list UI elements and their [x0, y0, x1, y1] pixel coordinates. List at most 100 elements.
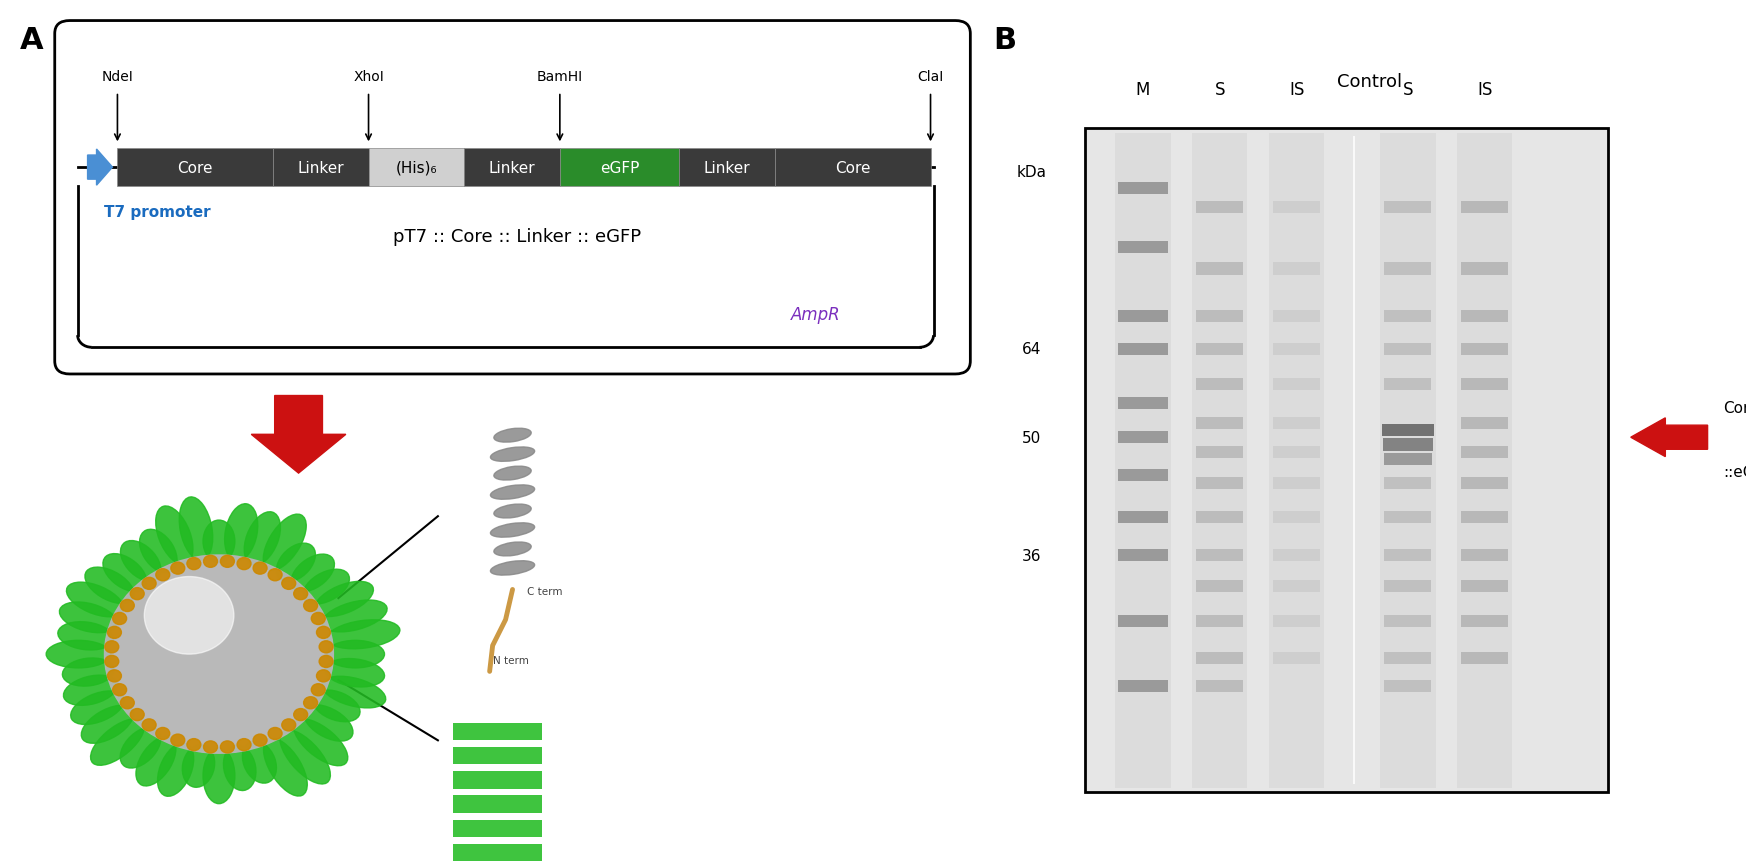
Bar: [117, 148, 272, 187]
Ellipse shape: [321, 600, 388, 632]
FancyArrow shape: [87, 150, 112, 186]
Bar: [1385, 379, 1432, 391]
Bar: [1461, 511, 1509, 523]
Circle shape: [293, 709, 307, 721]
Circle shape: [187, 739, 201, 751]
FancyArrow shape: [251, 396, 346, 474]
FancyArrow shape: [1631, 418, 1708, 457]
Bar: [1196, 344, 1243, 356]
Ellipse shape: [155, 506, 194, 565]
Ellipse shape: [63, 675, 117, 705]
Ellipse shape: [58, 622, 113, 650]
Ellipse shape: [327, 641, 384, 668]
Ellipse shape: [66, 582, 124, 617]
Ellipse shape: [304, 569, 349, 604]
Bar: [1461, 615, 1509, 627]
Text: Linker: Linker: [489, 160, 536, 176]
Bar: [1196, 511, 1243, 523]
Bar: [1273, 615, 1320, 627]
Bar: [1383, 439, 1433, 451]
Bar: [452, 723, 543, 740]
Bar: [1461, 418, 1509, 430]
Circle shape: [204, 741, 218, 753]
Ellipse shape: [293, 719, 347, 765]
Bar: [1196, 379, 1243, 391]
Bar: [1273, 511, 1320, 523]
Ellipse shape: [103, 554, 147, 592]
Text: pT7 :: Core :: Linker :: eGFP: pT7 :: Core :: Linker :: eGFP: [393, 228, 641, 245]
FancyBboxPatch shape: [54, 22, 971, 375]
Bar: [1461, 653, 1509, 665]
Circle shape: [253, 562, 267, 574]
Bar: [775, 148, 931, 187]
Ellipse shape: [140, 530, 176, 573]
Bar: [1196, 311, 1243, 323]
Bar: [1381, 133, 1435, 788]
Text: A: A: [19, 26, 44, 55]
Bar: [1273, 344, 1320, 356]
Text: T7 promoter: T7 promoter: [105, 204, 211, 220]
Circle shape: [131, 709, 145, 721]
Circle shape: [120, 600, 134, 612]
Ellipse shape: [491, 486, 534, 499]
Ellipse shape: [157, 743, 194, 796]
Bar: [1117, 344, 1168, 356]
Bar: [1273, 263, 1320, 276]
Ellipse shape: [45, 641, 110, 668]
Circle shape: [304, 600, 318, 612]
Circle shape: [113, 613, 127, 625]
Bar: [1117, 183, 1168, 195]
Ellipse shape: [279, 730, 330, 784]
Bar: [1196, 418, 1243, 430]
Circle shape: [113, 684, 127, 696]
Circle shape: [281, 719, 295, 731]
Circle shape: [120, 697, 134, 709]
Circle shape: [171, 562, 185, 574]
Bar: [1086, 129, 1608, 792]
Ellipse shape: [276, 543, 316, 582]
Circle shape: [131, 588, 145, 600]
Ellipse shape: [264, 738, 307, 796]
Text: Core::Linker: Core::Linker: [1723, 400, 1746, 415]
Text: eGFP: eGFP: [601, 160, 639, 176]
Bar: [1385, 580, 1432, 592]
Ellipse shape: [203, 748, 236, 803]
Circle shape: [171, 734, 185, 746]
Circle shape: [316, 670, 330, 682]
Ellipse shape: [494, 505, 531, 518]
Text: NdeI: NdeI: [101, 70, 133, 84]
Bar: [452, 796, 543, 813]
Bar: [1196, 478, 1243, 490]
Bar: [1193, 133, 1247, 788]
Ellipse shape: [494, 429, 531, 443]
Bar: [1461, 446, 1509, 458]
Ellipse shape: [203, 520, 236, 563]
Text: ::eGFP: ::eGFP: [1723, 465, 1746, 480]
Ellipse shape: [321, 677, 386, 708]
Ellipse shape: [491, 523, 534, 537]
Bar: [1461, 379, 1509, 391]
Bar: [1461, 201, 1509, 214]
Bar: [452, 747, 543, 765]
Ellipse shape: [494, 467, 531, 480]
Text: C term: C term: [527, 586, 562, 596]
Circle shape: [155, 728, 169, 740]
Bar: [1196, 580, 1243, 592]
Ellipse shape: [59, 603, 117, 633]
Ellipse shape: [223, 745, 257, 790]
Circle shape: [269, 569, 283, 581]
Bar: [1458, 133, 1512, 788]
Bar: [452, 844, 543, 861]
Text: kDa: kDa: [1016, 164, 1046, 180]
Circle shape: [320, 655, 333, 667]
Ellipse shape: [182, 745, 215, 787]
Circle shape: [237, 558, 251, 570]
Ellipse shape: [491, 561, 534, 575]
Bar: [1385, 653, 1432, 665]
Circle shape: [141, 578, 155, 590]
Ellipse shape: [325, 659, 384, 687]
Bar: [1196, 446, 1243, 458]
Bar: [452, 771, 543, 789]
Bar: [1273, 549, 1320, 561]
Circle shape: [316, 627, 330, 639]
